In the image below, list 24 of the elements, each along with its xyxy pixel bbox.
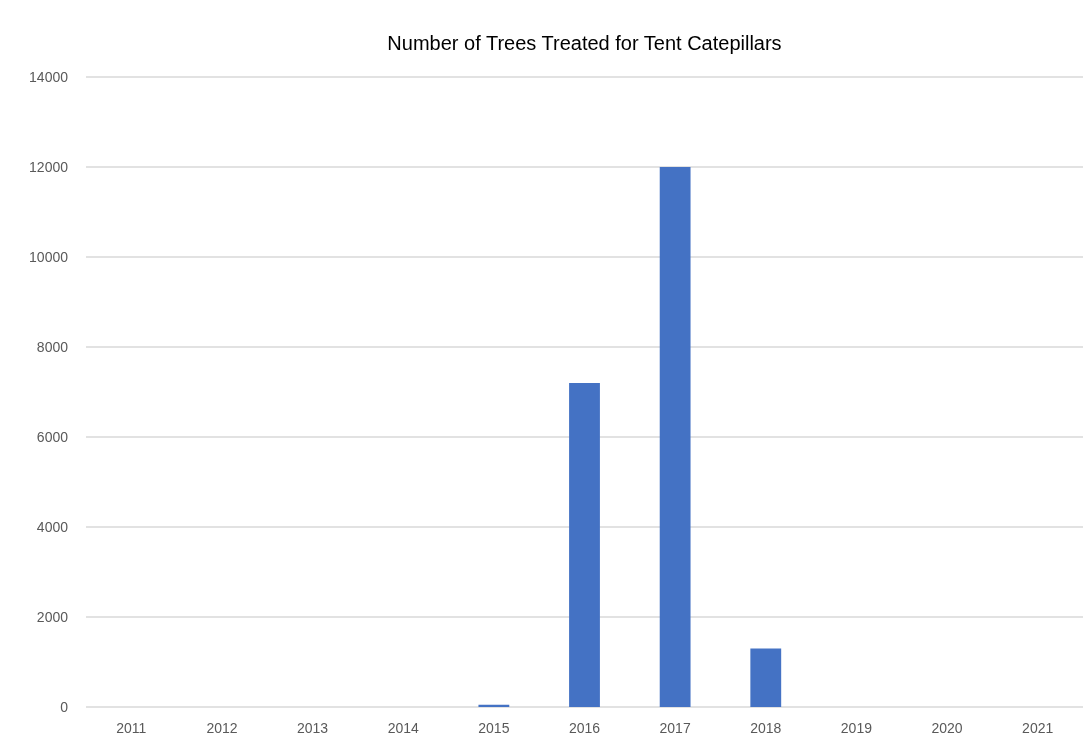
x-tick-label: 2016: [568, 720, 601, 736]
y-tick-label: 6000: [36, 428, 69, 445]
bar: [750, 648, 782, 707]
y-tick-label: 12000: [29, 158, 69, 175]
y-tick-label: 4000: [36, 518, 69, 535]
x-tick-label: 2013: [297, 720, 329, 736]
y-tick-label: 2000: [36, 608, 69, 625]
y-tick-label: 10000: [29, 248, 69, 265]
y-tick-label: 0: [60, 698, 69, 715]
bar: [659, 167, 691, 707]
x-tick-label: 2012: [206, 720, 238, 736]
x-tick-label: 2015: [478, 720, 510, 736]
bar: [478, 704, 510, 707]
x-tick-label: 2019: [840, 720, 873, 736]
x-tick-label: 2020: [931, 720, 963, 736]
x-tick-label: 2014: [387, 720, 420, 736]
x-tick-label: 2018: [750, 720, 782, 736]
x-tick-label: 2017: [659, 720, 691, 736]
chart-title: Number of Trees Treated for Tent Catepillars: [387, 32, 782, 54]
y-tick-label: 14000: [29, 68, 69, 85]
x-tick-label: 2021: [1022, 720, 1054, 736]
x-tick-label: 2011: [116, 720, 147, 736]
y-tick-label: 8000: [36, 338, 69, 355]
bar: [569, 383, 600, 707]
